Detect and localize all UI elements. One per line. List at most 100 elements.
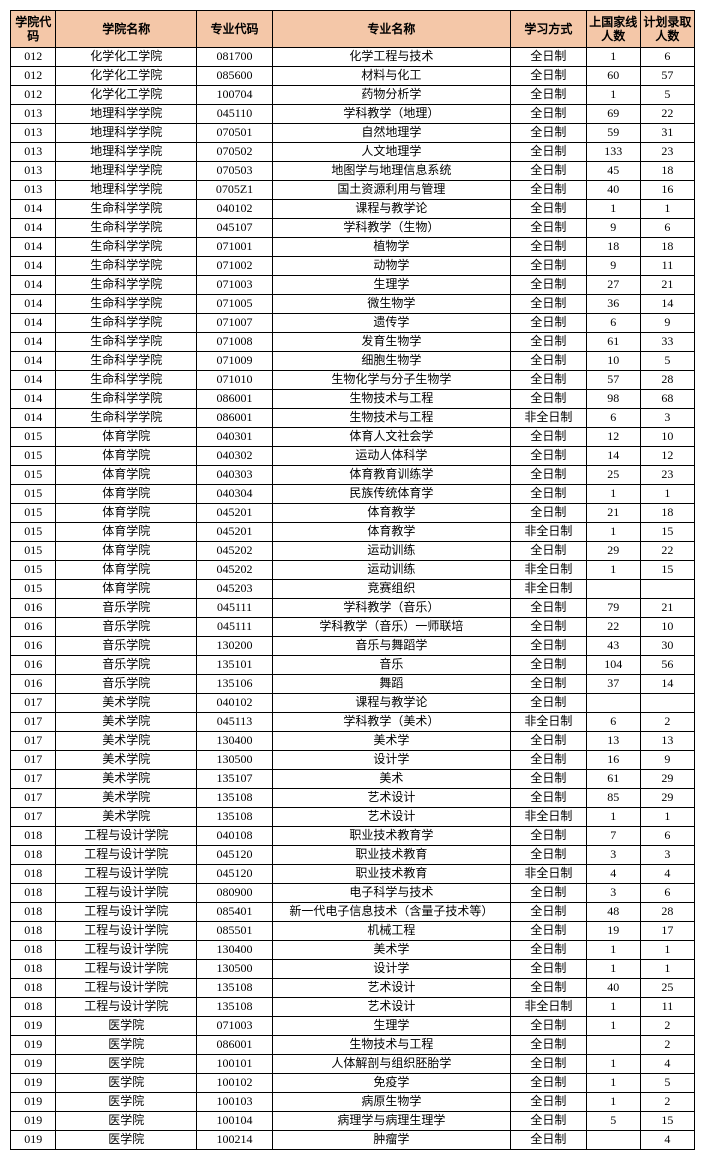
table-cell: 艺术设计 <box>272 979 510 998</box>
table-cell: 18 <box>586 238 640 257</box>
table-cell: 015 <box>11 466 56 485</box>
table-cell: 085401 <box>197 903 273 922</box>
table-cell: 018 <box>11 922 56 941</box>
table-cell: 018 <box>11 865 56 884</box>
table-row: 016音乐学院045111学科教学（音乐）一师联培全日制2210 <box>11 618 695 637</box>
table-cell: 地理科学学院 <box>56 143 197 162</box>
table-cell: 100214 <box>197 1131 273 1150</box>
table-cell: 014 <box>11 276 56 295</box>
table-cell: 18 <box>640 162 694 181</box>
table-cell: 045113 <box>197 713 273 732</box>
table-cell: 运动训练 <box>272 542 510 561</box>
table-row: 014生命科学学院071008发育生物学全日制6133 <box>11 333 695 352</box>
table-cell: 全日制 <box>510 732 586 751</box>
table-cell: 015 <box>11 542 56 561</box>
table-row: 015体育学院040301体育人文社会学全日制1210 <box>11 428 695 447</box>
table-cell: 013 <box>11 181 56 200</box>
table-cell: 全日制 <box>510 124 586 143</box>
table-cell <box>640 580 694 599</box>
table-cell: 药物分析学 <box>272 86 510 105</box>
table-row: 014生命科学学院071010生物化学与分子生物学全日制5728 <box>11 371 695 390</box>
table-row: 015体育学院045201体育教学全日制2118 <box>11 504 695 523</box>
table-cell: 79 <box>586 599 640 618</box>
table-cell: 全日制 <box>510 903 586 922</box>
table-row: 019医学院100214肿瘤学全日制4 <box>11 1131 695 1150</box>
table-cell: 植物学 <box>272 238 510 257</box>
table-cell: 生理学 <box>272 1017 510 1036</box>
table-cell: 37 <box>586 675 640 694</box>
table-cell: 工程与设计学院 <box>56 960 197 979</box>
table-row: 014生命科学学院040102课程与教学论全日制11 <box>11 200 695 219</box>
table-cell: 工程与设计学院 <box>56 998 197 1017</box>
table-cell: 全日制 <box>510 333 586 352</box>
table-cell: 3 <box>586 884 640 903</box>
table-cell: 018 <box>11 960 56 979</box>
table-cell: 10 <box>640 618 694 637</box>
table-cell: 29 <box>586 542 640 561</box>
table-cell: 018 <box>11 827 56 846</box>
table-cell: 6 <box>640 48 694 67</box>
table-row: 014生命科学学院086001生物技术与工程非全日制63 <box>11 409 695 428</box>
table-cell: 29 <box>640 789 694 808</box>
table-cell: 013 <box>11 162 56 181</box>
table-cell: 21 <box>586 504 640 523</box>
table-row: 013地理科学学院045110学科教学（地理）全日制6922 <box>11 105 695 124</box>
table-cell: 013 <box>11 105 56 124</box>
table-cell: 音乐与舞蹈学 <box>272 637 510 656</box>
table-cell: 019 <box>11 1055 56 1074</box>
table-cell: 4 <box>640 1131 694 1150</box>
table-cell: 全日制 <box>510 618 586 637</box>
table-cell <box>640 694 694 713</box>
table-row: 013地理科学学院070502人文地理学全日制13323 <box>11 143 695 162</box>
table-cell: 28 <box>640 903 694 922</box>
table-cell: 016 <box>11 675 56 694</box>
table-cell: 自然地理学 <box>272 124 510 143</box>
table-row: 015体育学院040303体育教育训练学全日制2523 <box>11 466 695 485</box>
table-cell: 085501 <box>197 922 273 941</box>
table-row: 017美术学院040102课程与教学论全日制 <box>11 694 695 713</box>
table-cell: 019 <box>11 1093 56 1112</box>
table-cell: 015 <box>11 561 56 580</box>
table-cell: 全日制 <box>510 390 586 409</box>
table-cell: 全日制 <box>510 428 586 447</box>
table-cell: 1 <box>586 561 640 580</box>
table-cell: 细胞生物学 <box>272 352 510 371</box>
table-cell: 015 <box>11 428 56 447</box>
table-cell: 2 <box>640 1093 694 1112</box>
table-cell: 130500 <box>197 960 273 979</box>
table-cell: 9 <box>586 219 640 238</box>
table-cell: 非全日制 <box>510 713 586 732</box>
table-cell: 1 <box>586 200 640 219</box>
table-cell: 医学院 <box>56 1131 197 1150</box>
table-cell: 12 <box>586 428 640 447</box>
table-cell: 085600 <box>197 67 273 86</box>
table-cell: 017 <box>11 732 56 751</box>
table-cell: 086001 <box>197 409 273 428</box>
table-cell: 2 <box>640 1017 694 1036</box>
header-college-name: 学院名称 <box>56 11 197 48</box>
table-cell: 生命科学学院 <box>56 219 197 238</box>
table-row: 014生命科学学院045107学科教学（生物）全日制96 <box>11 219 695 238</box>
table-row: 018工程与设计学院135108艺术设计全日制4025 <box>11 979 695 998</box>
table-cell: 045202 <box>197 542 273 561</box>
table-cell: 017 <box>11 789 56 808</box>
table-row: 018工程与设计学院130500设计学全日制11 <box>11 960 695 979</box>
table-cell: 体育学院 <box>56 485 197 504</box>
table-cell: 5 <box>640 86 694 105</box>
table-cell: 086001 <box>197 1036 273 1055</box>
table-cell: 全日制 <box>510 238 586 257</box>
table-cell: 美术学院 <box>56 694 197 713</box>
table-cell: 全日制 <box>510 67 586 86</box>
table-cell: 全日制 <box>510 1036 586 1055</box>
table-cell: 工程与设计学院 <box>56 979 197 998</box>
table-cell: 14 <box>586 447 640 466</box>
table-cell: 61 <box>586 333 640 352</box>
table-cell: 非全日制 <box>510 865 586 884</box>
table-cell: 60 <box>586 67 640 86</box>
table-cell: 学科教学（美术） <box>272 713 510 732</box>
table-cell: 全日制 <box>510 257 586 276</box>
table-cell: 全日制 <box>510 485 586 504</box>
table-cell: 音乐学院 <box>56 675 197 694</box>
table-cell: 29 <box>640 770 694 789</box>
table-row: 012化学化工学院081700化学工程与技术全日制16 <box>11 48 695 67</box>
